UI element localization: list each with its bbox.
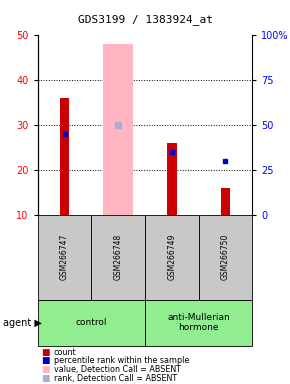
Text: GSM266750: GSM266750 (221, 234, 230, 280)
Text: GSM266748: GSM266748 (114, 234, 123, 280)
Bar (221, 188, 230, 215)
Text: value, Detection Call = ABSENT: value, Detection Call = ABSENT (54, 365, 181, 374)
Text: GSM266749: GSM266749 (167, 234, 176, 280)
Text: GSM266747: GSM266747 (60, 234, 69, 280)
Text: anti-Mullerian
hormone: anti-Mullerian hormone (167, 313, 230, 332)
Text: ■: ■ (41, 348, 49, 357)
Text: GDS3199 / 1383924_at: GDS3199 / 1383924_at (77, 14, 213, 25)
Bar (104, 44, 133, 215)
Text: ■: ■ (41, 365, 49, 374)
Text: ■: ■ (41, 356, 49, 366)
Bar (60, 98, 69, 215)
Text: rank, Detection Call = ABSENT: rank, Detection Call = ABSENT (54, 374, 177, 383)
Bar (167, 143, 177, 215)
Text: percentile rank within the sample: percentile rank within the sample (54, 356, 189, 366)
Text: count: count (54, 348, 76, 357)
Text: ■: ■ (41, 374, 49, 383)
Text: control: control (76, 318, 107, 327)
Text: agent ▶: agent ▶ (3, 318, 42, 328)
